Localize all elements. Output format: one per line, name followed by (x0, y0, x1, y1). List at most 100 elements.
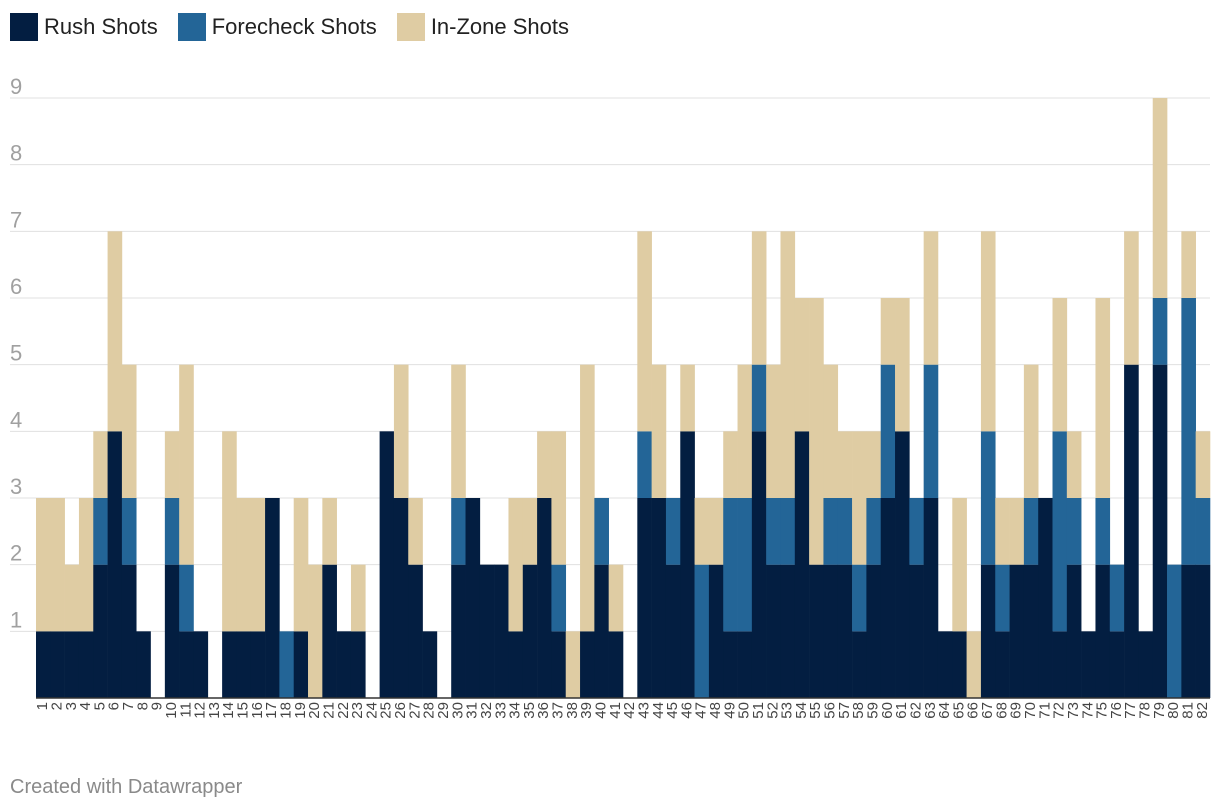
bar-forecheck-70[interactable] (1023, 498, 1039, 565)
bar-rush-50[interactable] (737, 631, 753, 698)
bar-forecheck-10[interactable] (164, 498, 180, 565)
bar-forecheck-45[interactable] (665, 498, 681, 565)
bar-rush-44[interactable] (651, 498, 667, 698)
bar-inzone-73[interactable] (1066, 431, 1082, 498)
bar-forecheck-56[interactable] (823, 498, 839, 565)
bar-inzone-21[interactable] (322, 498, 337, 565)
bar-rush-68[interactable] (995, 631, 1010, 698)
bar-inzone-30[interactable] (451, 364, 466, 498)
bar-rush-59[interactable] (866, 564, 882, 698)
bar-forecheck-18[interactable] (279, 631, 295, 698)
bar-inzone-2[interactable] (50, 498, 65, 632)
bar-inzone-43[interactable] (637, 231, 652, 432)
bar-forecheck-80[interactable] (1167, 564, 1182, 698)
bar-rush-64[interactable] (937, 631, 953, 698)
bar-rush-8[interactable] (136, 631, 151, 698)
bar-inzone-44[interactable] (651, 364, 667, 498)
bar-rush-12[interactable] (193, 631, 209, 698)
bar-inzone-53[interactable] (780, 231, 796, 499)
bar-forecheck-57[interactable] (837, 498, 853, 565)
bar-rush-57[interactable] (837, 564, 853, 698)
bar-inzone-67[interactable] (980, 231, 996, 432)
bar-inzone-15[interactable] (236, 498, 252, 632)
bar-rush-61[interactable] (895, 431, 910, 698)
bar-rush-45[interactable] (665, 564, 681, 698)
bar-rush-31[interactable] (465, 498, 481, 698)
bar-forecheck-58[interactable] (852, 564, 867, 632)
bar-rush-73[interactable] (1066, 564, 1082, 698)
bar-rush-79[interactable] (1152, 364, 1168, 698)
bar-forecheck-75[interactable] (1095, 498, 1111, 565)
bar-inzone-63[interactable] (923, 231, 939, 365)
bar-inzone-34[interactable] (508, 498, 524, 632)
bar-inzone-36[interactable] (537, 431, 552, 498)
bar-forecheck-47[interactable] (694, 564, 710, 698)
bar-rush-11[interactable] (179, 631, 194, 698)
bar-inzone-75[interactable] (1095, 298, 1111, 498)
bar-rush-14[interactable] (222, 631, 237, 698)
bar-rush-46[interactable] (680, 431, 695, 698)
bar-rush-3[interactable] (64, 631, 80, 698)
bar-rush-71[interactable] (1038, 498, 1053, 698)
bar-rush-75[interactable] (1095, 564, 1111, 698)
bar-forecheck-63[interactable] (923, 364, 939, 498)
bar-inzone-7[interactable] (121, 364, 137, 498)
bar-forecheck-11[interactable] (179, 564, 194, 632)
bar-rush-82[interactable] (1195, 564, 1211, 698)
bar-rush-41[interactable] (608, 631, 624, 698)
bar-rush-16[interactable] (250, 631, 266, 698)
bar-rush-6[interactable] (107, 431, 123, 698)
bar-forecheck-62[interactable] (909, 498, 924, 565)
bar-inzone-49[interactable] (723, 431, 738, 498)
bar-rush-63[interactable] (923, 498, 939, 698)
bar-inzone-60[interactable] (880, 298, 896, 365)
bar-rush-17[interactable] (265, 498, 280, 698)
bar-rush-60[interactable] (880, 498, 896, 698)
bar-rush-43[interactable] (637, 498, 652, 698)
bar-inzone-10[interactable] (164, 431, 180, 498)
bar-rush-25[interactable] (379, 431, 395, 698)
bar-rush-1[interactable] (36, 631, 51, 698)
bar-forecheck-50[interactable] (737, 498, 753, 632)
bar-inzone-39[interactable] (580, 364, 595, 632)
bar-forecheck-60[interactable] (880, 364, 896, 498)
bar-inzone-79[interactable] (1152, 98, 1168, 298)
bar-forecheck-73[interactable] (1066, 498, 1082, 565)
bar-inzone-6[interactable] (107, 231, 123, 432)
bar-inzone-65[interactable] (952, 498, 967, 632)
bar-rush-76[interactable] (1109, 631, 1125, 698)
bar-inzone-35[interactable] (522, 498, 538, 565)
bar-forecheck-82[interactable] (1195, 498, 1211, 565)
bar-rush-74[interactable] (1081, 631, 1096, 698)
bar-rush-55[interactable] (809, 564, 824, 698)
bar-inzone-54[interactable] (794, 298, 810, 432)
bar-inzone-47[interactable] (694, 498, 710, 565)
bar-rush-81[interactable] (1181, 564, 1196, 698)
bar-inzone-52[interactable] (766, 364, 781, 498)
bar-inzone-56[interactable] (823, 364, 839, 498)
bar-forecheck-7[interactable] (121, 498, 137, 565)
bar-inzone-20[interactable] (308, 564, 323, 698)
bar-rush-32[interactable] (479, 564, 495, 698)
bar-rush-33[interactable] (494, 564, 509, 698)
bar-rush-78[interactable] (1138, 631, 1154, 698)
bar-rush-23[interactable] (350, 631, 366, 698)
bar-rush-36[interactable] (537, 498, 552, 698)
bar-rush-67[interactable] (980, 564, 996, 698)
bar-inzone-11[interactable] (179, 364, 194, 565)
bar-forecheck-30[interactable] (451, 498, 466, 565)
bar-rush-49[interactable] (723, 631, 738, 698)
bar-rush-69[interactable] (1009, 564, 1025, 698)
bar-forecheck-51[interactable] (751, 364, 767, 432)
bar-rush-4[interactable] (78, 631, 94, 698)
bar-inzone-1[interactable] (36, 498, 51, 632)
bar-rush-5[interactable] (93, 564, 108, 698)
bar-rush-65[interactable] (952, 631, 967, 698)
bar-rush-15[interactable] (236, 631, 252, 698)
bar-rush-53[interactable] (780, 564, 796, 698)
bar-inzone-82[interactable] (1195, 431, 1211, 498)
bar-forecheck-5[interactable] (93, 498, 108, 565)
bar-rush-2[interactable] (50, 631, 65, 698)
bar-forecheck-49[interactable] (723, 498, 738, 632)
bar-forecheck-76[interactable] (1109, 564, 1125, 632)
